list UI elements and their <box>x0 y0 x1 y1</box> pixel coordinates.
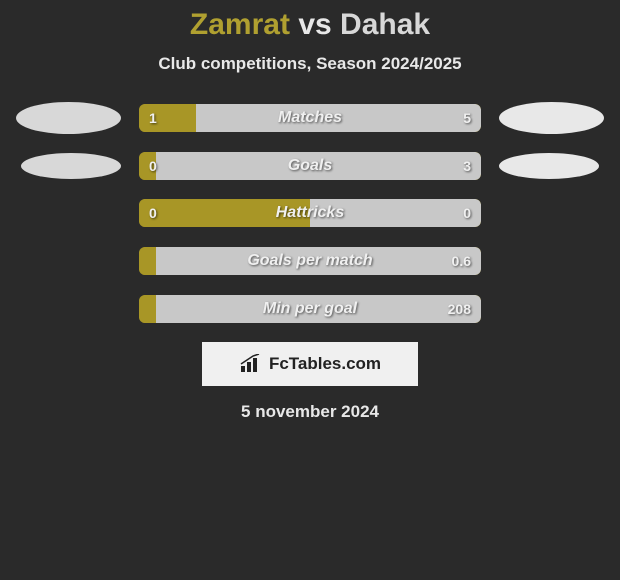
title-player1: Zamrat <box>190 8 290 41</box>
stat-row: Min per goal208 <box>0 294 620 324</box>
stat-bar: Min per goal208 <box>139 295 481 323</box>
stat-value-left: 0 <box>149 152 157 180</box>
title-player2: Dahak <box>340 8 430 41</box>
stat-label: Hattricks <box>139 199 481 227</box>
stat-value-right: 5 <box>463 104 471 132</box>
stat-value-right: 0 <box>463 199 471 227</box>
stat-label: Min per goal <box>139 295 481 323</box>
stat-bar: Goals per match0.6 <box>139 247 481 275</box>
stat-label: Goals per match <box>139 247 481 275</box>
date: 5 november 2024 <box>0 402 620 422</box>
player2-marker <box>499 102 604 134</box>
chart-icon <box>239 354 263 374</box>
stat-bar: Matches1 5 <box>139 104 481 132</box>
title-vs: vs <box>298 8 331 41</box>
stat-value-right: 0.6 <box>452 247 471 275</box>
stat-label: Goals <box>139 152 481 180</box>
brand-text: FcTables.com <box>269 354 381 374</box>
stat-bar: Hattricks0 0 <box>139 199 481 227</box>
player2-marker <box>499 153 599 179</box>
stat-value-left: 1 <box>149 104 157 132</box>
player1-marker <box>16 102 121 134</box>
stat-value-left: 0 <box>149 199 157 227</box>
stat-value-right: 208 <box>448 295 471 323</box>
stats-list: Matches15Goals03Hattricks00Goals per mat… <box>0 102 620 324</box>
title: Zamrat vs Dahak <box>0 8 620 42</box>
stat-label: Matches <box>139 104 481 132</box>
subtitle: Club competitions, Season 2024/2025 <box>0 54 620 74</box>
stat-row: Goals per match0.6 <box>0 246 620 276</box>
comparison-infographic: Zamrat vs Dahak Club competitions, Seaso… <box>0 0 620 422</box>
brand-badge: FcTables.com <box>202 342 418 386</box>
stat-row: Matches1 5 <box>0 102 620 134</box>
stat-row: Hattricks0 0 <box>0 198 620 228</box>
stat-value-right: 3 <box>463 152 471 180</box>
stat-bar: Goals0 3 <box>139 152 481 180</box>
stat-row: Goals0 3 <box>0 152 620 180</box>
player1-marker <box>21 153 121 179</box>
